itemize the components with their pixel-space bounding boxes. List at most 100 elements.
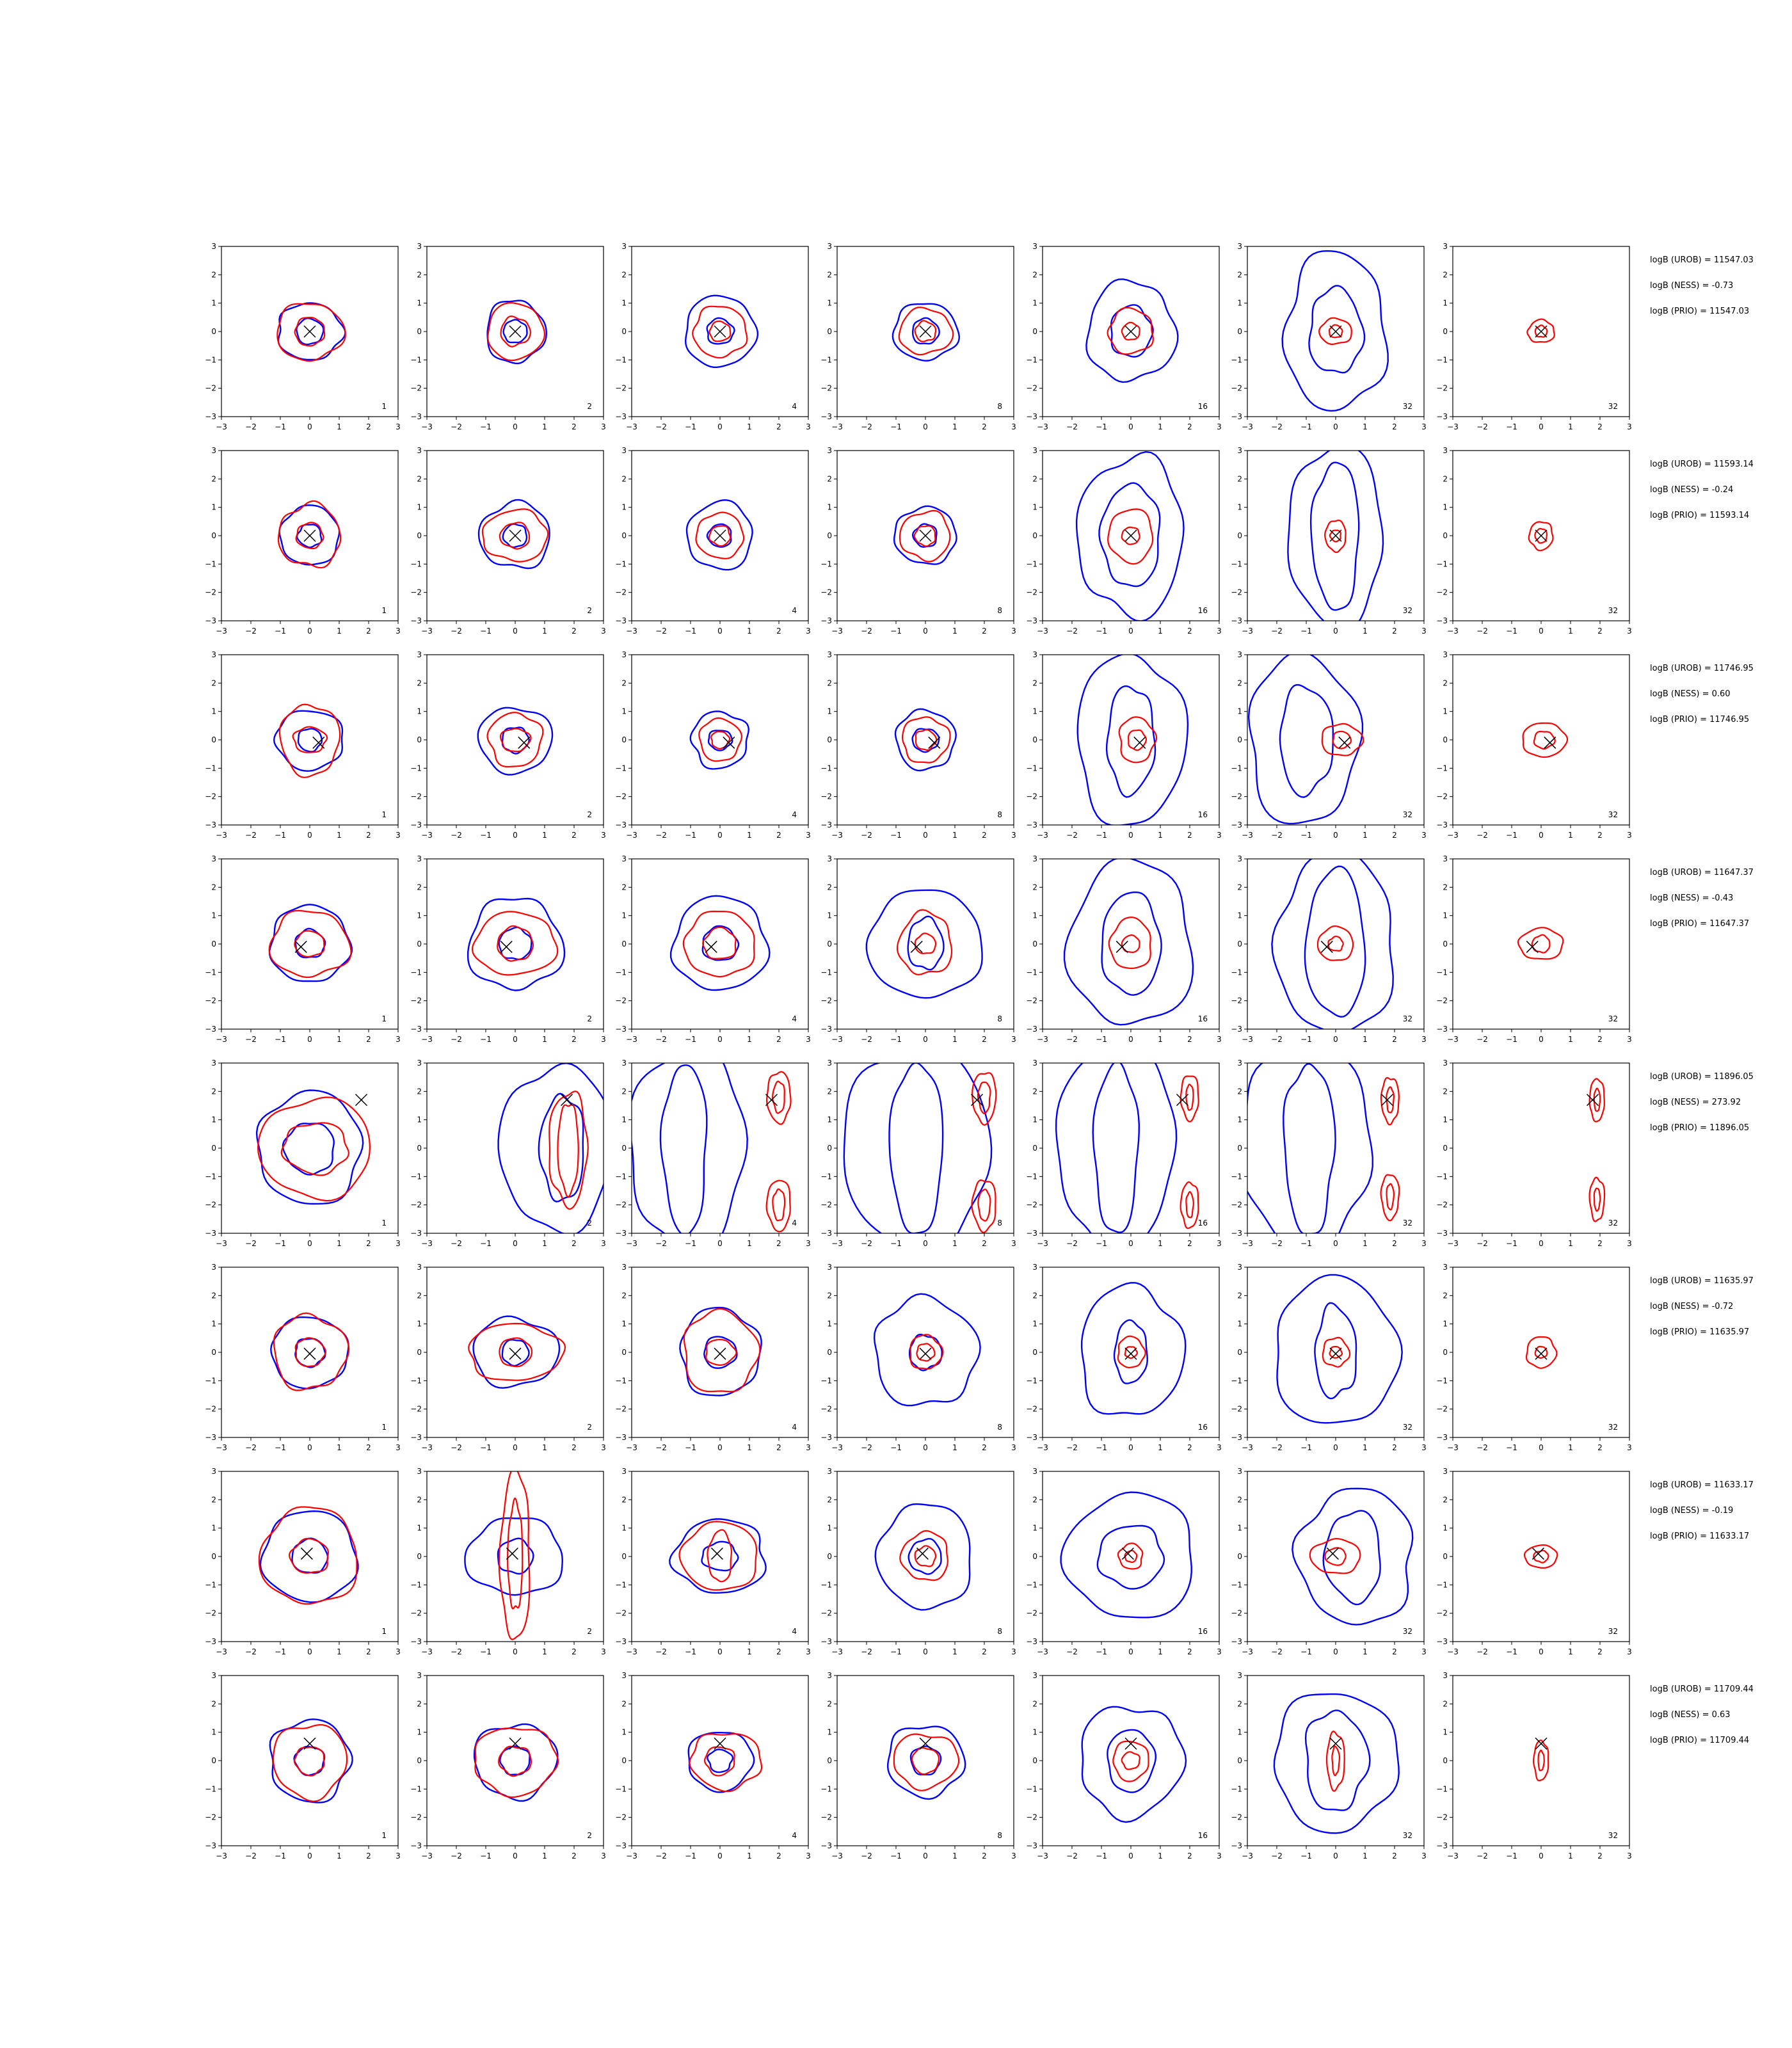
x-marker xyxy=(928,736,941,749)
blue-contour xyxy=(706,523,732,548)
blue-contour xyxy=(1113,1319,1148,1384)
x-tick-label: 0 xyxy=(1539,831,1544,840)
x-tick-label: −1 xyxy=(1506,1035,1517,1044)
x-tick-label: −2 xyxy=(1066,422,1078,431)
y-tick-label: −2 xyxy=(1231,1813,1242,1822)
red-contour xyxy=(1185,1191,1194,1219)
y-tick-label: −3 xyxy=(1026,1433,1037,1442)
red-contour xyxy=(1329,1346,1343,1359)
x-tick-label: −3 xyxy=(216,1035,227,1044)
red-contour xyxy=(1117,1542,1144,1570)
x-tick-label: −2 xyxy=(1066,1239,1078,1248)
y-tick-label: −2 xyxy=(1026,1405,1037,1414)
y-tick-label: −1 xyxy=(205,1784,216,1793)
y-tick-label: 2 xyxy=(827,1495,832,1504)
y-tick-label: −2 xyxy=(820,384,832,393)
y-tick-label: −3 xyxy=(205,1841,216,1850)
y-tick-label: 3 xyxy=(211,1263,216,1272)
x-tick-label: 2 xyxy=(982,422,987,431)
x-tick-label: −3 xyxy=(421,1035,433,1044)
panel-r8-c7: −3 −3 −2 −2 −1 −1 0 0 1 1 2 2 3 3 32 xyxy=(1436,1671,1632,1860)
y-tick-label: −2 xyxy=(1026,792,1037,801)
x-tick-label: 3 xyxy=(1217,831,1222,840)
y-tick-label: −3 xyxy=(615,820,627,829)
y-tick-label: 3 xyxy=(1032,650,1037,659)
y-tick-label: −1 xyxy=(205,764,216,772)
x-tick-label: 2 xyxy=(776,1239,781,1248)
y-tick-label: 3 xyxy=(1032,1263,1037,1272)
logb-annotation: logB (NESS) = -0.72 xyxy=(1650,1302,1734,1311)
plot-area xyxy=(632,1063,792,1233)
y-tick-label: 2 xyxy=(417,1087,422,1096)
y-tick-label: 2 xyxy=(1237,1291,1242,1300)
x-tick-label: 0 xyxy=(307,1035,312,1044)
y-tick-label: 3 xyxy=(827,1467,832,1476)
panel-r4-c7: −3−3 −2 −2 −1 −1 0 0 1 1 2 2 3 3 32 xyxy=(1436,854,1632,1044)
red-contour xyxy=(1128,729,1147,751)
red-contour xyxy=(1588,1078,1605,1123)
y-tick-label: 1 xyxy=(1032,1116,1037,1124)
x-tick-label: 2 xyxy=(572,1239,577,1248)
y-tick-label: −3 xyxy=(410,1025,422,1034)
x-marker xyxy=(1124,529,1137,542)
y-tick-label: −2 xyxy=(820,1609,832,1618)
x-tick-label: −2 xyxy=(655,1035,667,1044)
y-tick-label: −3 xyxy=(1436,1841,1448,1850)
axes-frame xyxy=(631,1267,809,1438)
x-tick-label: 2 xyxy=(366,1239,371,1248)
y-tick-label: 1 xyxy=(1443,299,1448,308)
x-tick-label: −1 xyxy=(890,831,902,840)
plot-area xyxy=(1522,722,1569,758)
y-tick-label: 2 xyxy=(1032,1087,1037,1096)
x-tick-label: 1 xyxy=(1568,1647,1573,1656)
panel-number: 32 xyxy=(1608,606,1618,615)
x-tick-label: 2 xyxy=(366,422,371,431)
y-tick-label: −3 xyxy=(1436,616,1448,625)
red-contour xyxy=(765,1071,792,1125)
axes-frame xyxy=(426,858,604,1030)
y-tick-label: −2 xyxy=(615,1609,627,1618)
x-marker xyxy=(1535,325,1548,338)
y-tick-label: 0 xyxy=(621,735,627,744)
logb-annotation: logB (NESS) = -0.24 xyxy=(1650,485,1734,495)
axes-frame xyxy=(1042,858,1220,1030)
y-tick-label: 3 xyxy=(827,854,832,863)
x-marker xyxy=(1526,940,1539,953)
y-tick-label: −3 xyxy=(1436,1433,1448,1442)
y-tick-label: −3 xyxy=(1026,1025,1037,1034)
y-tick-label: 2 xyxy=(1032,1699,1037,1708)
y-tick-label: 0 xyxy=(1237,1756,1242,1765)
y-tick-label: 2 xyxy=(417,474,422,483)
y-tick-label: −3 xyxy=(615,1025,627,1034)
y-tick-label: −3 xyxy=(205,412,216,421)
x-tick-label: 3 xyxy=(1627,1239,1632,1248)
red-contour xyxy=(258,1506,358,1605)
x-marker xyxy=(919,1347,932,1360)
y-tick-label: −1 xyxy=(820,1784,832,1793)
panel-r8-c5: −3−3 −2 −2 −1 −1 0 0 1 1 2 2 3 3 16 xyxy=(1026,1671,1222,1860)
red-contour xyxy=(288,1537,330,1574)
y-tick-label: 1 xyxy=(1032,503,1037,512)
blue-contour xyxy=(1092,1063,1140,1233)
blue-contour xyxy=(1273,1693,1400,1834)
red-contour xyxy=(507,1497,524,1610)
axes-frame xyxy=(1452,654,1630,826)
y-tick-label: −1 xyxy=(410,559,422,568)
blue-contour xyxy=(497,1063,604,1233)
axes-frame xyxy=(426,654,604,826)
y-tick-label: 1 xyxy=(211,1728,216,1737)
y-tick-label: 3 xyxy=(1443,1059,1448,1068)
y-tick-label: −1 xyxy=(1026,1376,1037,1385)
x-tick-label: −2 xyxy=(1476,627,1488,636)
red-contour xyxy=(1525,1336,1558,1369)
plot-area xyxy=(1526,318,1555,343)
x-tick-label: 2 xyxy=(1597,422,1603,431)
x-tick-label: 2 xyxy=(982,1852,987,1860)
panel-r5-c7: −3−3 −2 −2 −1 −1 0 0 1 1 2 2 3 3 32 xyxy=(1436,1059,1632,1248)
panel-number: 4 xyxy=(792,402,797,411)
x-tick-label: −1 xyxy=(480,1852,492,1860)
x-marker xyxy=(1176,1094,1189,1107)
x-tick-label: 1 xyxy=(1568,831,1573,840)
y-tick-label: −3 xyxy=(1026,820,1037,829)
blue-contour xyxy=(1308,285,1366,374)
